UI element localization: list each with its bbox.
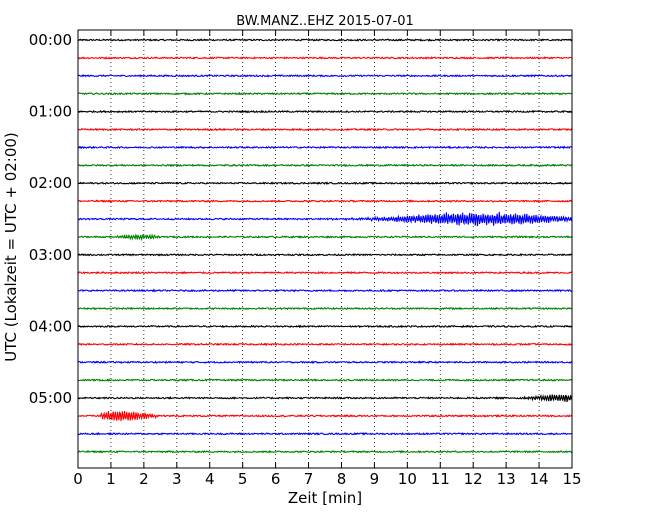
y-tick-label: 03:00 [29, 246, 72, 264]
x-tick-label: 7 [304, 470, 314, 488]
y-tick-label: 02:00 [29, 174, 72, 192]
y-axis-label: UTC (Lokalzeit = UTC + 02:00) [2, 132, 20, 362]
trace-line [77, 378, 573, 382]
x-tick-label: 8 [337, 470, 347, 488]
trace-line [77, 394, 573, 403]
x-axis: 0 1 2 3 4 5 6 7 8 9 10 11 12 13 14 15 [73, 30, 582, 488]
trace-line [77, 211, 573, 227]
trace-line [77, 127, 573, 132]
x-tick-label: 15 [562, 470, 581, 488]
plot-frame [77, 29, 573, 469]
x-tick-label: 2 [139, 470, 149, 488]
y-tick-label: 04:00 [29, 317, 72, 335]
x-tick-label: 1 [106, 470, 116, 488]
x-tick-label: 14 [530, 470, 549, 488]
x-axis-label: Zeit [min] [288, 489, 362, 507]
x-tick-label: 3 [172, 470, 182, 488]
x-tick-label: 5 [238, 470, 248, 488]
trace-line [77, 306, 573, 311]
trace-line [77, 38, 573, 42]
trace-line [77, 91, 573, 96]
trace-line [77, 181, 573, 186]
trace-line [77, 360, 573, 365]
y-axis: 00:00 01:00 02:00 03:00 04:00 05:00 [29, 31, 572, 407]
trace-line [77, 199, 573, 203]
trace-line [77, 431, 573, 436]
trace-line [78, 324, 573, 329]
y-tick-label: 05:00 [29, 389, 72, 407]
chart-title: BW.MANZ..EHZ 2015-07-01 [236, 14, 414, 29]
x-tick-label: 6 [271, 470, 281, 488]
trace-line [77, 449, 573, 454]
trace-line [77, 253, 573, 257]
trace-line [77, 74, 573, 78]
trace-line [77, 109, 573, 114]
trace-line [77, 163, 573, 168]
trace-line [77, 56, 573, 60]
x-tick-label: 0 [73, 470, 83, 488]
grid-lines [110, 30, 540, 468]
trace-line [77, 270, 573, 275]
x-tick-label: 11 [431, 470, 450, 488]
x-tick-label: 13 [497, 470, 516, 488]
x-tick-label: 12 [464, 470, 483, 488]
y-tick-label: 01:00 [29, 103, 72, 121]
x-tick-label: 10 [398, 470, 417, 488]
traces [77, 38, 573, 454]
trace-line [77, 410, 573, 422]
x-tick-label: 9 [370, 470, 380, 488]
trace-line [77, 342, 573, 347]
x-tick-label: 4 [205, 470, 215, 488]
y-tick-label: 00:00 [29, 31, 72, 49]
trace-line [77, 233, 573, 242]
trace-line [77, 145, 573, 150]
trace-line [77, 288, 573, 293]
